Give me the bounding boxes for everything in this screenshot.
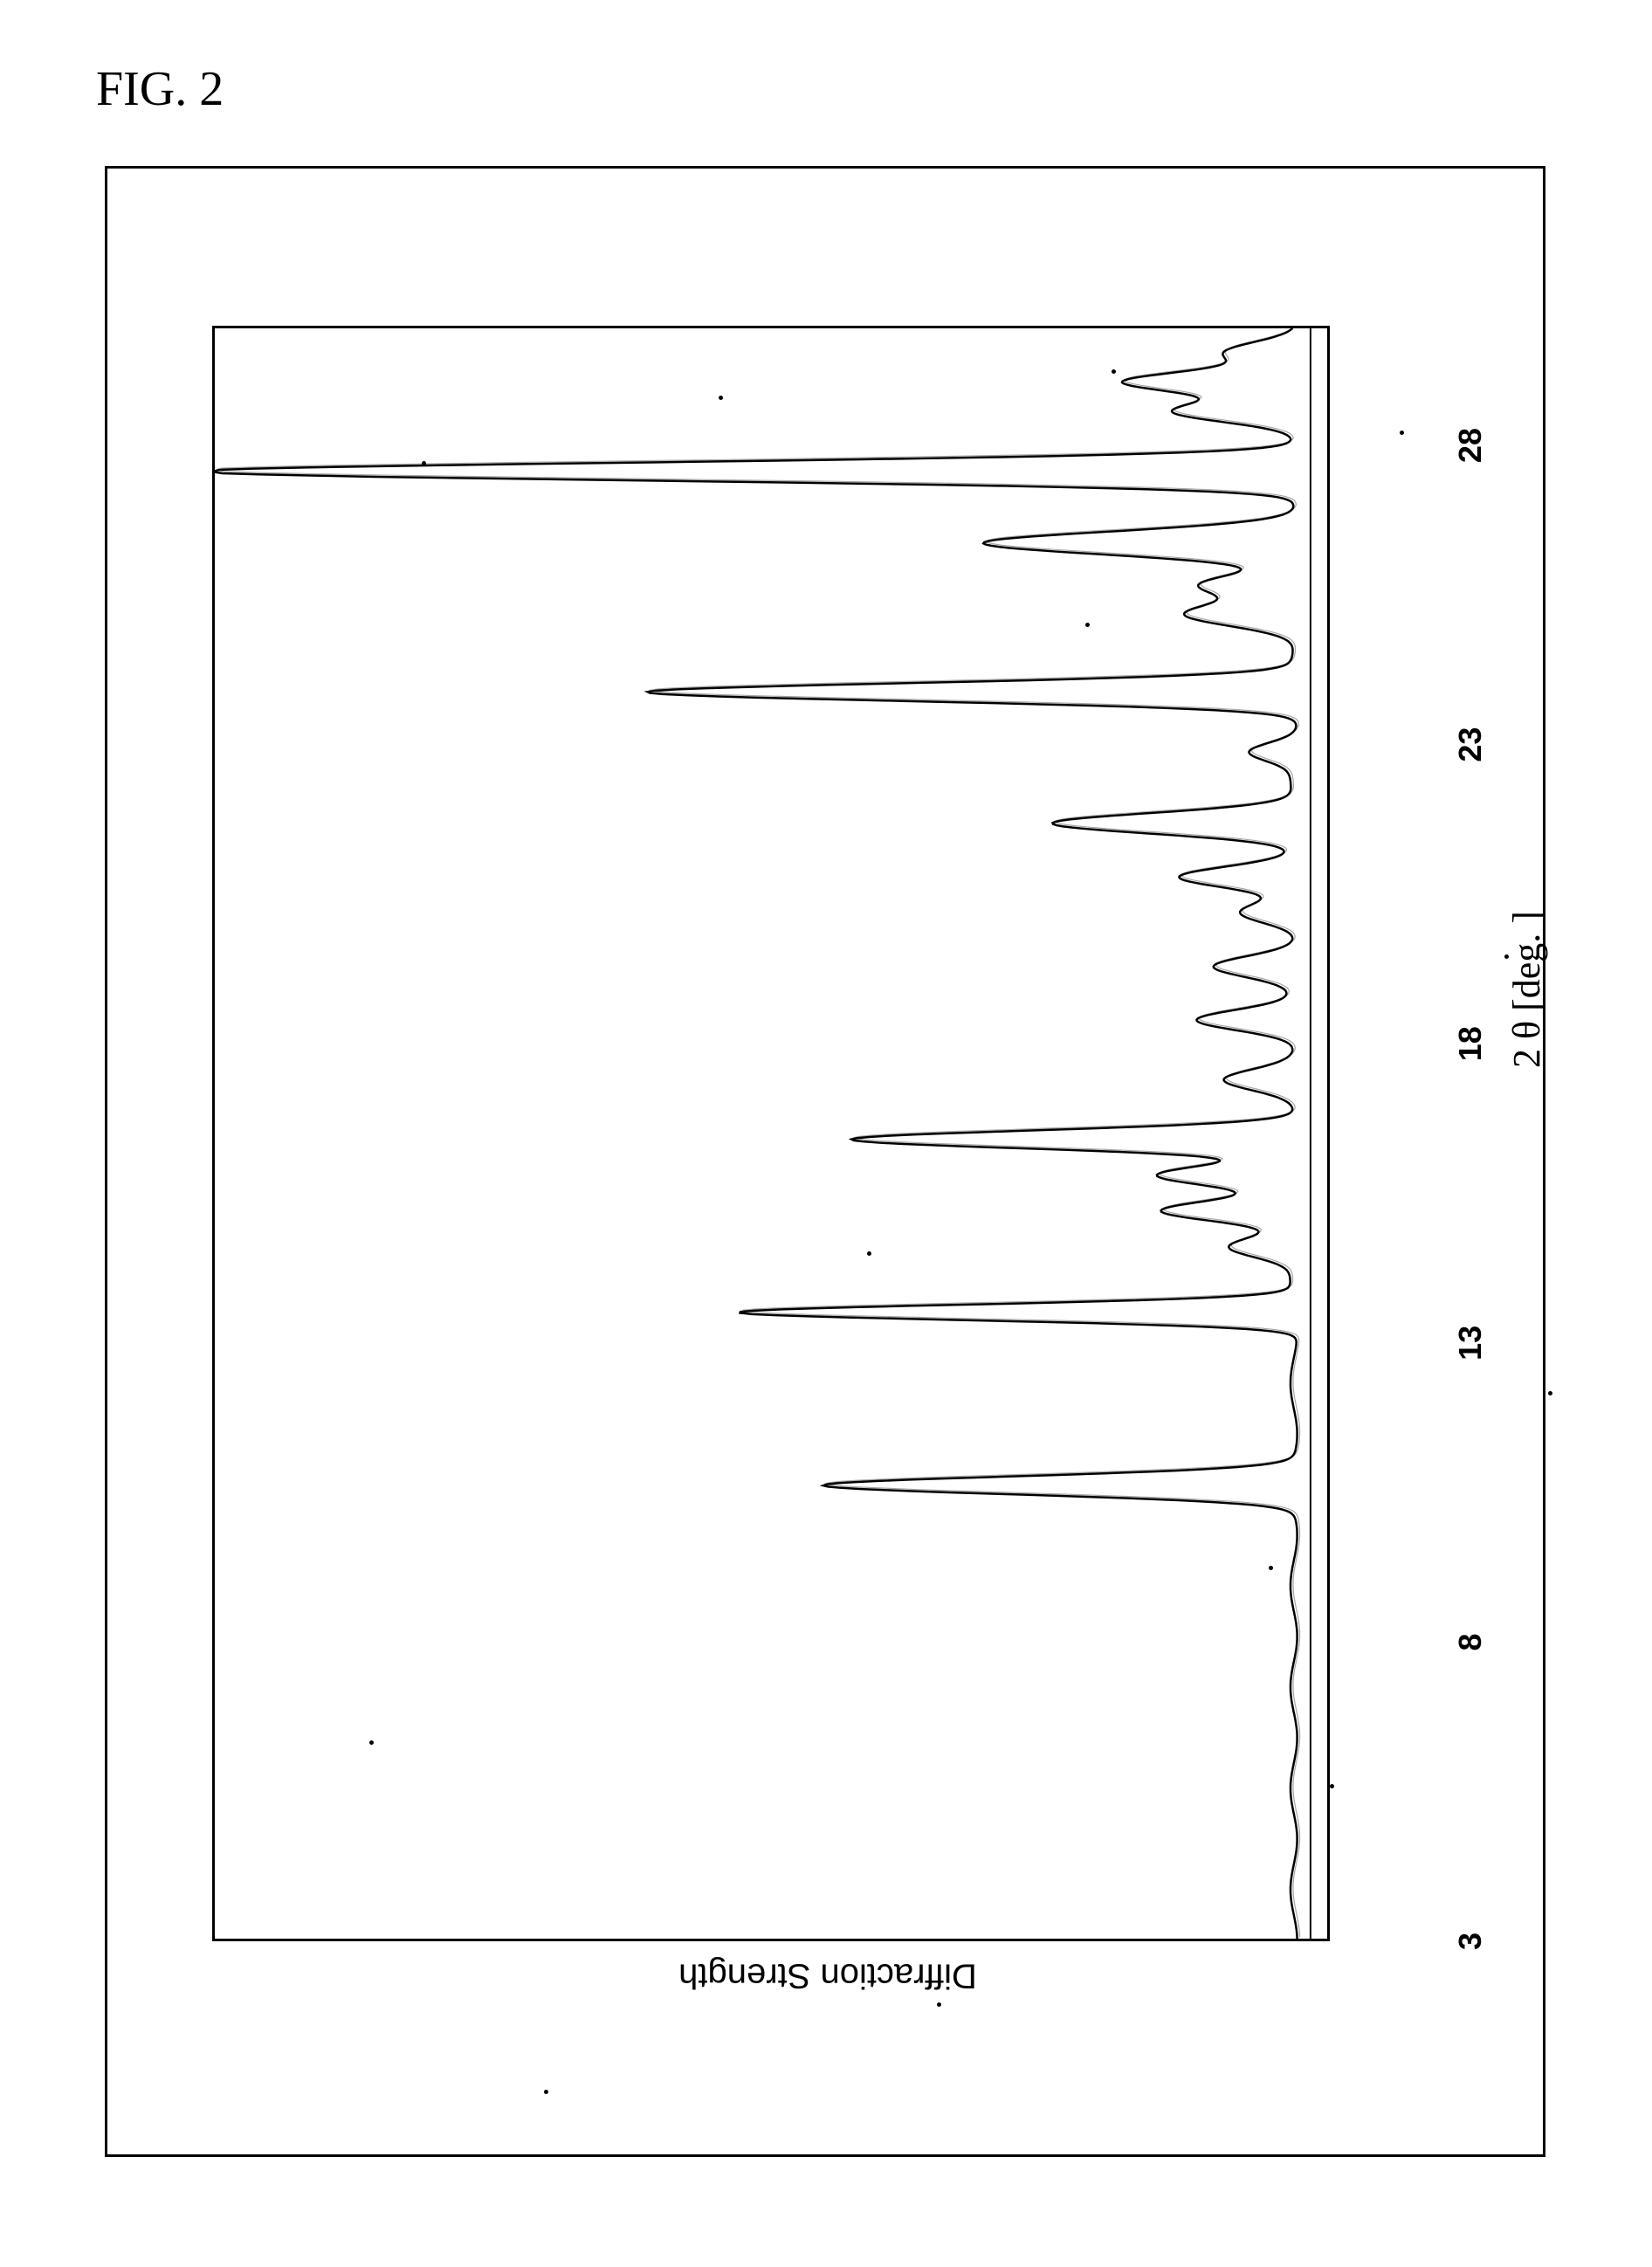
scan-speck	[1548, 1391, 1552, 1395]
xtick-28: 28	[1452, 428, 1489, 463]
chart-rotated-container: Diffraction Strength 3 8 13 18 23 28 2 θ [deg…	[107, 169, 1548, 2160]
x-axis-label: 2 θ [deg. ]	[1504, 911, 1549, 1068]
xtick-13: 13	[1452, 1326, 1489, 1361]
scan-speck	[1085, 623, 1090, 627]
xrd-trace-ghost	[217, 328, 1300, 1937]
xrd-svg	[215, 328, 1327, 1939]
xtick-3: 3	[1452, 1933, 1489, 1950]
scan-speck	[1330, 1784, 1334, 1788]
scan-speck	[544, 2090, 548, 2094]
xrd-trace	[215, 328, 1298, 1939]
xrd-plot	[212, 326, 1330, 1941]
figure-label: FIG. 2	[96, 61, 224, 117]
y-axis-label: Diffraction Strength	[678, 1956, 977, 1995]
scan-speck	[369, 1740, 374, 1745]
scan-speck	[1400, 431, 1404, 435]
outer-frame: Diffraction Strength 3813182328 2 θ [deg…	[105, 166, 1545, 2157]
scan-speck	[867, 1251, 871, 1256]
scan-speck	[1504, 954, 1509, 959]
scan-speck	[719, 396, 723, 400]
xtick-18: 18	[1452, 1026, 1489, 1061]
scan-speck	[937, 2002, 941, 2007]
xtick-8: 8	[1452, 1633, 1489, 1650]
xtick-23: 23	[1452, 727, 1489, 762]
scan-speck	[1269, 1566, 1273, 1570]
scan-speck	[1112, 369, 1116, 374]
scan-speck	[422, 461, 426, 465]
